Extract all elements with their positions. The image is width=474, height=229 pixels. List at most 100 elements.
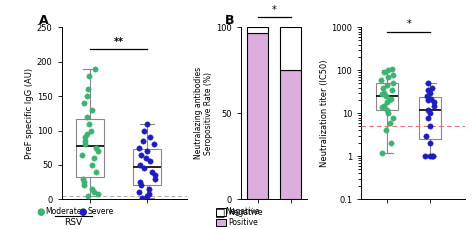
Point — [424, 88, 432, 92]
Point — [94, 192, 101, 196]
Point — [81, 184, 88, 187]
Point — [429, 155, 437, 158]
Text: Negative: Negative — [225, 207, 260, 216]
Point — [422, 134, 430, 138]
Point — [88, 108, 96, 112]
Point — [79, 177, 86, 180]
Point — [81, 136, 89, 139]
Point — [386, 121, 394, 125]
Text: Moderate: Moderate — [45, 207, 82, 216]
Point — [380, 86, 387, 89]
Point — [150, 142, 158, 146]
Point — [382, 94, 389, 98]
Point — [137, 184, 145, 187]
Point — [84, 194, 92, 198]
Bar — [247, 33, 268, 199]
Point — [142, 156, 150, 160]
Point — [83, 94, 91, 98]
Point — [148, 170, 156, 174]
Point — [91, 67, 99, 71]
Point — [151, 173, 159, 177]
Y-axis label: PreF specific IgG (AU): PreF specific IgG (AU) — [25, 68, 34, 159]
Bar — [280, 71, 301, 199]
Point — [378, 92, 385, 96]
Point — [431, 104, 438, 108]
Point — [81, 180, 88, 184]
Text: □: □ — [215, 207, 226, 217]
Point — [140, 166, 147, 170]
Point — [83, 115, 91, 119]
Point — [384, 69, 392, 72]
Point — [80, 101, 88, 105]
Point — [389, 82, 396, 85]
Point — [137, 163, 144, 167]
Point — [82, 142, 89, 146]
Point — [425, 82, 432, 85]
Point — [137, 153, 145, 156]
Point — [384, 75, 392, 79]
Point — [383, 101, 391, 104]
Point — [138, 196, 146, 200]
Point — [87, 129, 94, 132]
Point — [427, 97, 435, 101]
Point — [386, 99, 393, 102]
Point — [146, 136, 154, 139]
Point — [428, 86, 436, 89]
Text: A: A — [39, 14, 49, 27]
Point — [78, 153, 86, 156]
Point — [426, 91, 433, 95]
Bar — [280, 27, 301, 71]
Point — [92, 146, 100, 150]
Point — [390, 116, 397, 119]
Point — [140, 129, 147, 132]
Point — [426, 124, 434, 128]
Point — [144, 194, 151, 198]
Point — [430, 101, 438, 104]
Point — [427, 155, 434, 158]
Point — [389, 73, 397, 76]
Point — [92, 170, 100, 174]
Point — [151, 177, 158, 180]
Point — [85, 122, 93, 125]
Point — [421, 155, 429, 158]
Point — [81, 139, 89, 143]
Point — [90, 156, 98, 160]
Point — [377, 78, 385, 82]
Text: B: B — [224, 14, 234, 27]
Text: RSV: RSV — [64, 218, 82, 227]
Text: Negative: Negative — [228, 207, 263, 217]
Point — [144, 122, 151, 125]
Point — [85, 74, 93, 77]
Point — [428, 155, 436, 158]
Text: *: * — [272, 5, 276, 16]
Point — [88, 187, 96, 191]
Point — [425, 116, 432, 119]
Point — [384, 112, 392, 115]
Point — [90, 191, 98, 194]
Point — [139, 139, 147, 143]
Point — [136, 180, 144, 184]
Point — [143, 149, 151, 153]
Text: **: ** — [114, 37, 124, 47]
Point — [389, 88, 396, 92]
Point — [389, 67, 396, 71]
Point — [383, 129, 390, 132]
Point — [88, 163, 96, 167]
Point — [383, 84, 390, 87]
Point — [383, 108, 391, 112]
Point — [83, 132, 91, 136]
Point — [145, 187, 153, 191]
Text: Severe: Severe — [88, 207, 114, 216]
Point — [380, 71, 387, 74]
Point — [84, 87, 91, 91]
Point — [146, 160, 154, 163]
Point — [423, 94, 431, 98]
Point — [378, 151, 385, 155]
Text: *: * — [406, 19, 411, 30]
Point — [380, 104, 388, 108]
Point — [135, 146, 143, 150]
Bar — [247, 27, 268, 33]
Point — [145, 192, 153, 196]
Point — [381, 91, 388, 95]
Point — [387, 97, 395, 101]
